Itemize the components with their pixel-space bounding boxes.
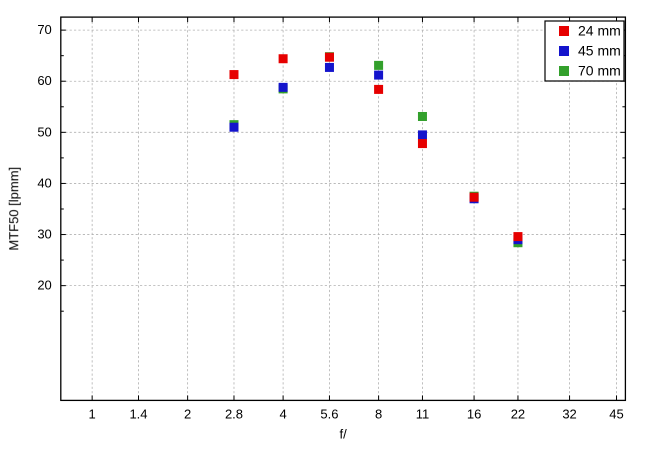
svg-text:11: 11 (416, 406, 430, 421)
svg-text:1.4: 1.4 (129, 406, 147, 421)
svg-text:70 mm: 70 mm (578, 63, 621, 79)
svg-text:70: 70 (37, 22, 51, 37)
svg-text:32: 32 (562, 406, 576, 421)
svg-text:5.6: 5.6 (320, 406, 338, 421)
svg-text:50: 50 (37, 124, 51, 139)
svg-text:16: 16 (467, 406, 481, 421)
svg-text:2: 2 (184, 406, 191, 421)
svg-text:20: 20 (37, 278, 51, 293)
svg-text:2.8: 2.8 (225, 406, 243, 421)
svg-text:8: 8 (375, 406, 382, 421)
svg-text:f/: f/ (339, 426, 347, 441)
svg-text:45: 45 (609, 406, 623, 421)
svg-text:MTF50 [lpmm]: MTF50 [lpmm] (6, 167, 21, 251)
svg-text:4: 4 (279, 406, 286, 421)
svg-text:22: 22 (511, 406, 525, 421)
svg-text:24 mm: 24 mm (578, 23, 621, 39)
svg-text:40: 40 (37, 175, 51, 190)
svg-text:30: 30 (37, 227, 51, 242)
svg-text:60: 60 (37, 73, 51, 88)
svg-text:45 mm: 45 mm (578, 43, 621, 59)
svg-text:1: 1 (89, 406, 96, 421)
